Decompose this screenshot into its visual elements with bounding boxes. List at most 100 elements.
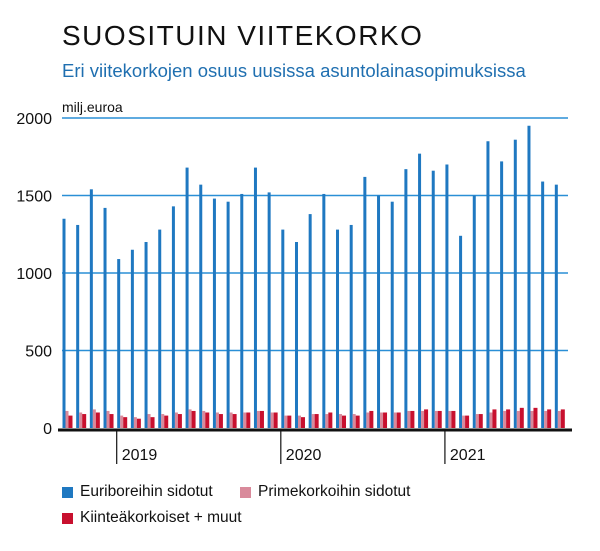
bar-euribor (431, 170, 435, 428)
bar-fixed (465, 415, 470, 428)
legend-label-prime: Primekorkoihin sidotut (258, 483, 411, 500)
bar-prime (256, 410, 260, 428)
bar-euribor (281, 229, 285, 428)
bar-prime (311, 414, 315, 428)
bar-euribor (130, 249, 134, 428)
bar-prime (366, 412, 370, 428)
bar-fixed (136, 418, 141, 428)
bar-prime (106, 410, 110, 428)
chart-subtitle: Eri viitekorkojen osuus uusissa asuntola… (62, 60, 526, 81)
bar-euribor (212, 198, 216, 428)
bar-prime (393, 412, 397, 428)
bar-prime (120, 415, 124, 428)
bar-fixed (355, 415, 360, 428)
bar-fixed (164, 415, 169, 428)
bar-prime (174, 412, 178, 428)
bar-fixed (369, 410, 374, 428)
bar-euribor (404, 169, 408, 428)
bar-fixed (396, 412, 401, 428)
bar-fixed (68, 415, 73, 428)
bar-prime (448, 410, 452, 428)
bar-euribor (89, 189, 93, 428)
bar-fixed (300, 417, 305, 428)
bar-fixed (205, 412, 210, 428)
bar-fixed (506, 409, 511, 428)
bar-fixed (191, 410, 196, 428)
bar-fixed (82, 414, 87, 428)
legend-label-fixed: Kiinteäkorkoiset + muut (80, 509, 242, 526)
bar-fixed (383, 412, 388, 428)
y-tick-label: 2000 (16, 111, 52, 128)
bar-euribor (185, 167, 189, 428)
bar-fixed (451, 410, 456, 428)
bar-fixed (246, 412, 251, 428)
bar-euribor (336, 229, 340, 428)
bar-fixed (410, 410, 415, 428)
bar-prime (215, 412, 219, 428)
bar-prime (407, 410, 411, 428)
bar-prime (434, 410, 438, 428)
bar-prime (270, 412, 274, 428)
bar-euribor (418, 153, 422, 428)
bar-euribor (472, 195, 476, 428)
y-tick-label: 0 (43, 421, 52, 438)
bar-euribor (377, 195, 381, 428)
bar-euribor (541, 181, 545, 428)
bar-fixed (232, 414, 237, 428)
bar-prime (516, 410, 520, 428)
y-axis-unit-label: milj.euroa (62, 99, 123, 115)
y-tick-label: 1000 (16, 266, 52, 283)
bar-euribor (117, 259, 121, 428)
legend-item-fixed: Kiinteäkorkoiset + muut (62, 509, 242, 527)
bar-euribor (144, 242, 148, 428)
legend-swatch-prime (240, 486, 251, 498)
bar-prime (544, 410, 548, 428)
bar-fixed (560, 409, 565, 428)
y-axis-ticks: 0 500 1000 1500 2000 (16, 111, 52, 438)
bar-prime (530, 410, 534, 428)
x-axis: 2019 2020 2021 (58, 428, 572, 464)
bar-fixed (314, 414, 319, 428)
bar-fixed (95, 412, 100, 428)
bar-prime (133, 417, 137, 428)
bar-fixed (328, 412, 333, 428)
bar-fixed (478, 414, 483, 428)
bar-prime (284, 415, 288, 428)
bar-prime (352, 414, 356, 428)
bar-prime (380, 412, 384, 428)
bar-euribor (294, 242, 298, 428)
legend-swatch-fixed (62, 512, 73, 524)
x-year-label: 2019 (122, 447, 158, 464)
bar-euribor (322, 193, 326, 428)
bar-euribor (103, 207, 107, 428)
bar-fixed (547, 409, 552, 428)
bar-euribor (527, 125, 531, 428)
bar-fixed (519, 407, 524, 428)
bar-euribor (390, 201, 394, 428)
grid-lines (62, 117, 568, 352)
bar-euribor (363, 176, 367, 428)
bar-fixed (177, 414, 182, 428)
bar-fixed (424, 409, 429, 428)
y-tick-label: 1500 (16, 189, 52, 206)
bar-prime (503, 410, 507, 428)
chart-title: SUOSITUIN VIITEKORKO (62, 20, 424, 51)
x-year-label: 2020 (286, 447, 322, 464)
bar-euribor (500, 161, 504, 428)
bar-euribor (459, 235, 463, 428)
bar-euribor (240, 193, 244, 428)
legend-item-euribor: Euriboreihin sidotut (62, 483, 213, 501)
bar-euribor (349, 224, 353, 428)
bar-euribor (445, 164, 449, 428)
bar-series (62, 125, 565, 428)
bar-prime (489, 412, 493, 428)
bar-fixed (218, 414, 223, 428)
bar-prime (65, 410, 69, 428)
bar-prime (229, 412, 233, 428)
bar-prime (188, 409, 192, 428)
y-tick-label: 500 (25, 344, 52, 361)
bar-euribor (199, 184, 203, 428)
legend-swatch-euribor (62, 486, 73, 498)
x-year-label: 2021 (450, 447, 486, 464)
